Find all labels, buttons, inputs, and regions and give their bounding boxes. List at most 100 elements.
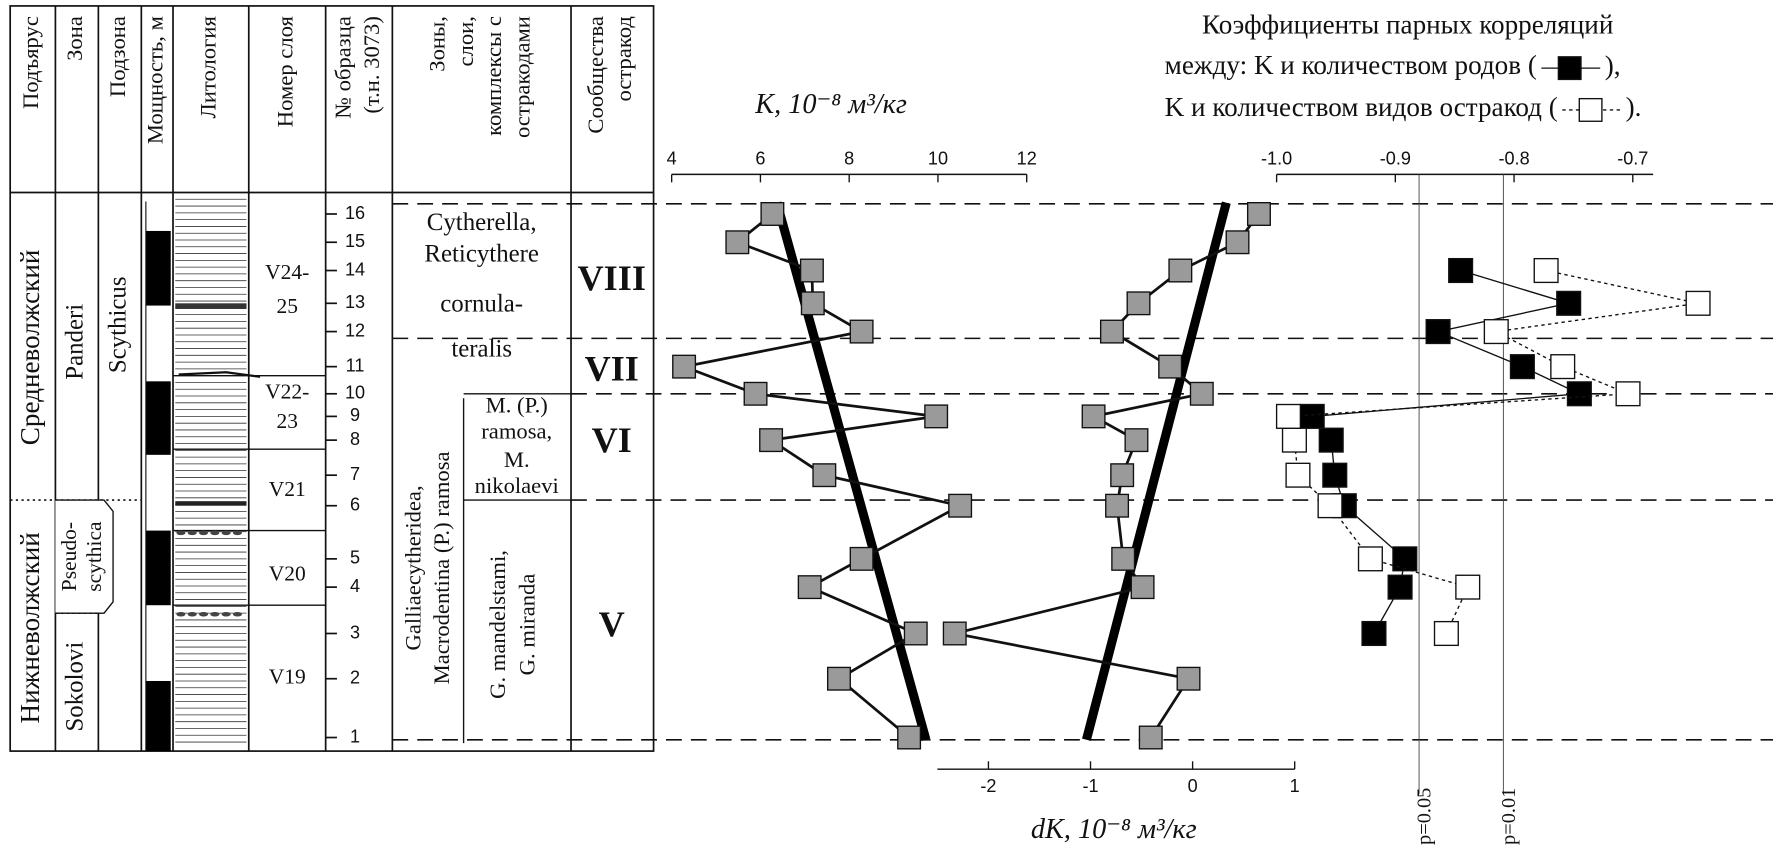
ostracod-zone: Reticythere [424, 241, 539, 268]
data-line [1287, 269, 1699, 634]
community: VIII [578, 258, 646, 298]
lithology-nodule [199, 612, 209, 617]
legend-marker [1578, 97, 1603, 122]
data-point [1387, 574, 1413, 600]
x-tick-label: -0.9 [1380, 148, 1411, 168]
x-tick-label: 6 [755, 148, 765, 168]
layer-number: V20 [269, 562, 306, 586]
sample-label: 1 [350, 726, 360, 746]
ostracod-zone: G. mandelstami, [485, 550, 510, 699]
x-tick-label: -0.8 [1498, 148, 1529, 168]
data-point [849, 546, 874, 571]
ostracod-zone: teralis [451, 336, 512, 363]
thickness-block [145, 381, 171, 455]
legend-text: между: K и количеством родов( [1165, 50, 1537, 80]
data-point [1111, 546, 1136, 571]
data-point [1566, 381, 1592, 407]
x-tick-label: 8 [844, 148, 854, 168]
data-point [1556, 290, 1582, 316]
data-point [1550, 354, 1576, 380]
sample-label: 4 [350, 576, 360, 596]
trend-line [772, 201, 931, 741]
data-point [1126, 291, 1151, 316]
data-point [1158, 354, 1183, 379]
x-axis-label: K, 10⁻⁸ м³/кг [754, 89, 907, 120]
data-point [1299, 403, 1325, 429]
zone: Panderi [62, 304, 89, 380]
sample-label: 16 [345, 203, 365, 223]
subzone: scythica [82, 521, 106, 592]
x-tick-label: -2 [980, 776, 996, 796]
legend-label: K и количеством видов остракод [1165, 92, 1543, 122]
sample-label: 14 [345, 259, 365, 279]
data-point [1138, 725, 1163, 750]
lithology-nodule [176, 612, 186, 617]
column-header: Зоны, [424, 16, 449, 72]
data-point [1455, 574, 1481, 600]
lithology-band [175, 501, 247, 506]
trend-line [1082, 201, 1231, 741]
legend-punct: ), [1605, 50, 1621, 80]
sample-label: 8 [350, 429, 360, 449]
sample-label: 6 [350, 494, 360, 514]
data-point [1189, 381, 1214, 406]
legend-punct: ). [1626, 92, 1642, 122]
table-border [9, 5, 655, 752]
column-header: остракодами [509, 16, 534, 138]
legend-marker [1557, 56, 1582, 81]
x-tick-label: -0.7 [1617, 148, 1648, 168]
substage: Средневолжский [15, 250, 45, 446]
data-point [672, 354, 697, 379]
data-point [800, 291, 825, 316]
data-point [1685, 290, 1711, 316]
x-tick-label: 12 [1017, 148, 1037, 168]
thickness-block [145, 230, 171, 306]
sample-label: 12 [345, 320, 365, 340]
data-point [1246, 202, 1271, 226]
data-point [1361, 620, 1387, 647]
reference-label: p=0.05 [1414, 788, 1436, 845]
x-tick-label: 0 [1188, 776, 1198, 796]
data-point [1425, 319, 1451, 345]
data-point [1448, 257, 1474, 284]
data-point [812, 463, 837, 488]
x-tick-label: 10 [928, 148, 948, 168]
data-point [1081, 404, 1106, 429]
legend-text: K и количеством видов остракод( [1165, 92, 1558, 122]
column-header: Сообщества [583, 16, 608, 134]
data-point [948, 493, 973, 518]
ostracod-zone: Galliaecytheridea, [401, 485, 426, 650]
data-point [942, 621, 967, 646]
column-header: № образца [331, 16, 356, 118]
community: VI [592, 420, 632, 460]
data-point [1176, 666, 1201, 691]
lithology-nodule [176, 530, 186, 536]
lithology-nodule [221, 612, 231, 617]
sample-label: 7 [350, 464, 360, 484]
ostracod-zone: nikolaevi [475, 473, 559, 498]
data-point [1168, 258, 1193, 283]
data-point [1285, 462, 1311, 488]
legend-label: K и количеством родов [1254, 50, 1521, 80]
column-header: Номер слоя [272, 16, 297, 127]
x-axis-label: dK, 10⁻⁸ м³/кг [1031, 814, 1197, 845]
data-point [903, 621, 928, 646]
column-header: Подзона [105, 16, 130, 97]
ostracod-zone: M. (P.) [486, 393, 548, 418]
community: VII [585, 349, 639, 389]
column-header: Зона [62, 16, 87, 61]
data-point [1509, 354, 1535, 380]
reference-label: p=0.01 [1498, 788, 1520, 845]
sample-label: 15 [345, 231, 365, 251]
ostracod-zone: ramosa, [481, 419, 552, 444]
data-point [897, 725, 922, 750]
lithology-nodule [187, 530, 197, 536]
data-point [1533, 257, 1559, 284]
subzone-bracket [55, 499, 114, 614]
data-point [1615, 381, 1641, 407]
ostracod-zone: G. miranda [514, 574, 539, 676]
legend-intro: между: [1165, 50, 1248, 80]
ostracod-zone: M. [504, 447, 530, 472]
data-line [679, 212, 964, 739]
layer-number: 23 [276, 409, 297, 433]
